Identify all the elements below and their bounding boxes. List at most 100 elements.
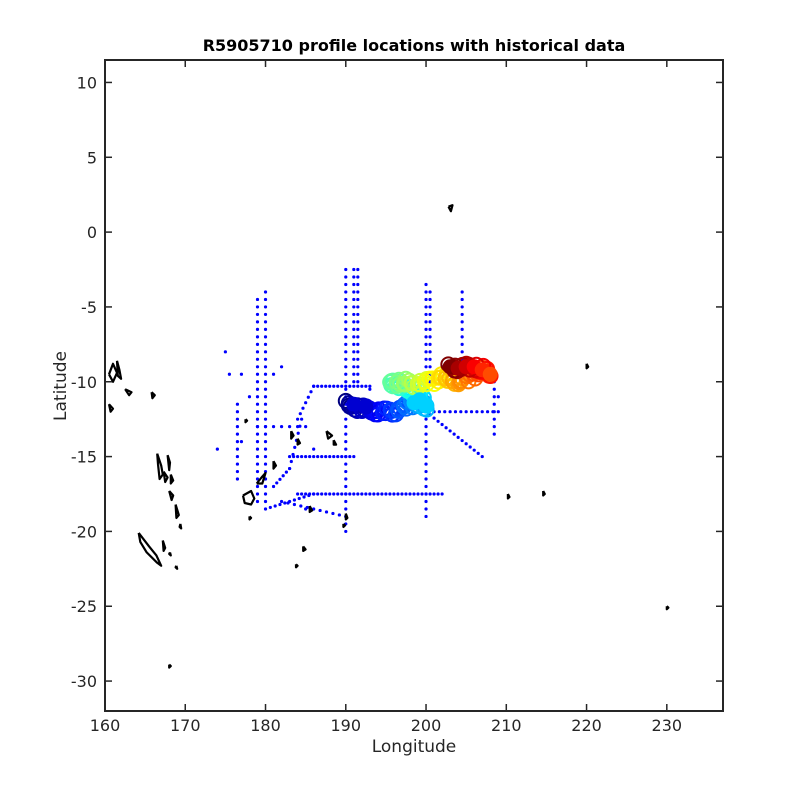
historical-point [263,380,268,384]
historical-point [296,417,300,421]
historical-point [376,492,380,496]
x-tick-label: 180 [250,716,281,735]
coastline-island [166,454,172,472]
historical-point [475,410,479,414]
historical-point [428,320,432,324]
historical-point [263,425,268,429]
historical-point [263,462,268,466]
historical-point [356,312,360,317]
x-axis-label: Longitude [372,737,457,757]
historical-point [352,335,356,339]
historical-point [300,492,304,496]
historical-point [344,417,348,421]
historical-point [360,384,364,388]
historical-point [287,425,292,429]
historical-point [344,342,348,346]
coastline-island [255,471,267,485]
historical-point [263,387,268,391]
coastline-island [665,605,670,611]
historical-point [424,440,428,444]
historical-point [281,474,285,478]
historical-point [464,442,468,446]
historical-point [424,477,428,481]
historical-point [320,454,324,459]
coastline-island [290,430,295,440]
historical-point [336,384,340,388]
historical-point [352,320,356,324]
coastline-island [241,489,256,506]
y-tick-label: -20 [71,522,97,541]
historical-point [263,484,268,489]
historical-point [263,410,268,414]
coastline-island [161,540,167,552]
coastline-island [150,391,156,400]
historical-point [263,357,268,361]
historical-point [344,477,348,481]
historical-point [344,380,348,384]
historical-point [296,425,300,429]
historical-point [298,412,302,416]
historical-point [263,432,268,436]
historical-point [408,492,412,496]
historical-point [235,402,240,406]
profile-location [358,399,374,415]
coastline-island [332,439,338,446]
historical-point [304,507,308,511]
historical-point [424,327,428,331]
historical-point [356,380,360,384]
historical-point [388,492,392,496]
historical-point [396,492,400,496]
historical-point [255,454,260,459]
historical-point [352,282,356,287]
historical-point [263,350,268,354]
historical-point [492,432,496,436]
historical-point [440,492,444,496]
historical-point [301,406,305,410]
historical-point [247,395,252,399]
historical-point [263,372,268,376]
historical-point [492,417,496,421]
historical-point [344,440,348,444]
coastline-group [107,204,670,669]
x-tick-label: 200 [411,716,442,735]
historical-point [352,492,356,496]
historical-point [235,425,240,429]
historical-point [309,390,313,394]
profile-location [412,392,428,408]
historical-point [344,305,348,309]
historical-point [460,312,464,317]
historical-point [255,462,260,466]
historical-point [492,387,496,391]
historical-point [255,342,260,346]
historical-point [344,327,348,331]
historical-point [352,380,356,384]
historical-point [356,297,360,302]
historical-point [324,510,329,514]
historical-point [255,417,260,421]
coastline-island [244,418,249,424]
historical-point [284,470,288,474]
historical-point [289,459,293,464]
historical-point [428,297,432,302]
historical-point [424,484,428,489]
historical-point [468,445,472,449]
historical-point [424,282,428,287]
historical-point [312,447,316,451]
historical-point [460,320,464,324]
historical-point [300,454,304,459]
historical-point [428,492,432,496]
historical-point [263,327,268,331]
historical-point [296,492,300,496]
historical-point [263,320,268,324]
historical-point [352,365,356,369]
historical-point [235,432,240,436]
historical-point [332,384,336,388]
y-tick-label: 5 [87,148,97,167]
historical-point [424,290,428,294]
historical-point [424,492,428,496]
historical-point [344,384,348,388]
historical-point [344,365,348,369]
historical-point [424,462,428,466]
historical-point [356,372,360,376]
historical-point [235,417,240,421]
